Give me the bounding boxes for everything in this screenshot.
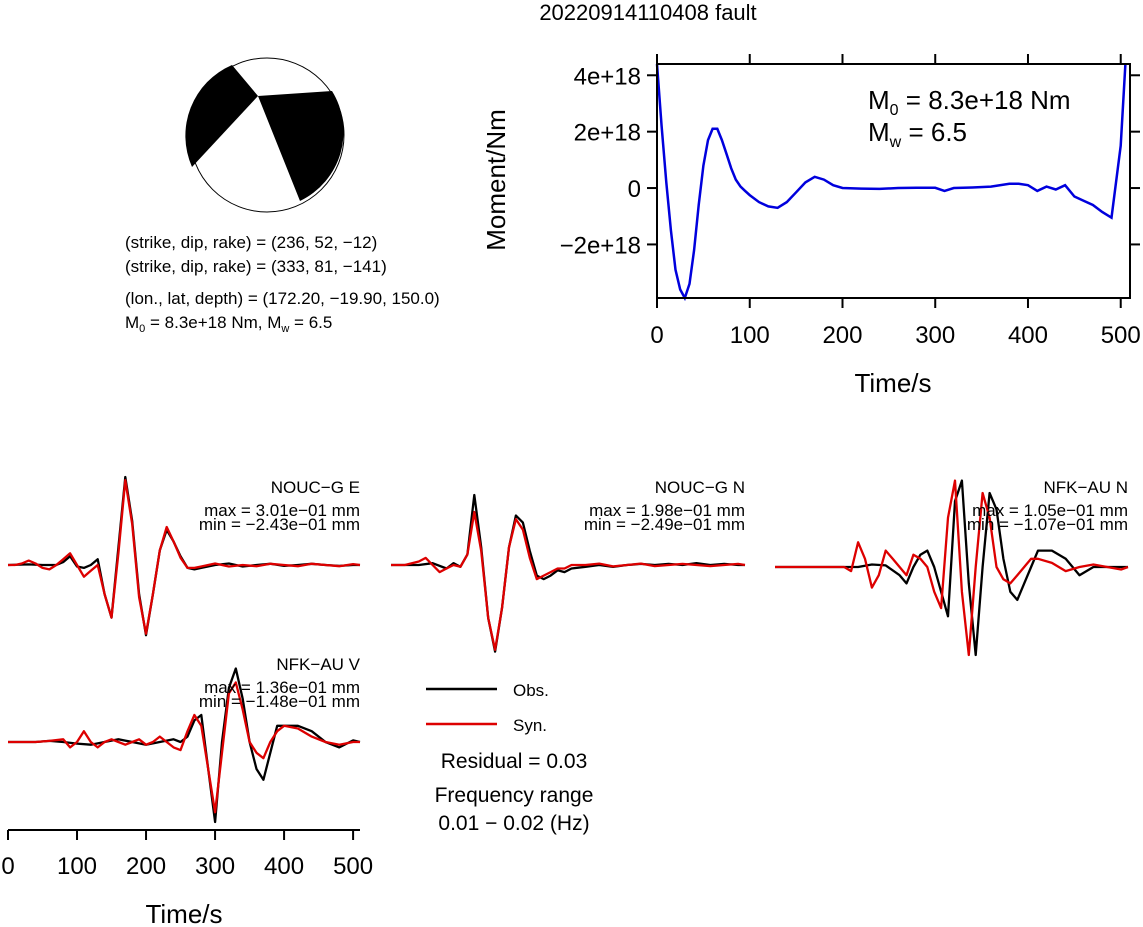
observed-trace (775, 479, 1128, 657)
mechanism-location: (lon., lat, depth) = (172.20, −19.90, 15… (125, 289, 440, 308)
synthetic-trace (775, 479, 1129, 657)
mechanism-moment-line: M0 = 8.3e+18 Nm, Mw = 6.5 (125, 313, 332, 335)
synthetic-trace (8, 681, 360, 814)
time-axis-tick-label: 100 (57, 853, 97, 880)
moment-rate-ytick-label: 0 (628, 176, 641, 203)
m0-value: = 8.3e+18 Nm, M (145, 313, 281, 332)
residual-text: Residual = 0.03 (441, 750, 588, 773)
frequency-range-label: Frequency range (435, 784, 594, 807)
synthetic-trace (391, 510, 746, 651)
stf-mw-subscript: w (889, 134, 902, 151)
max-amplitude-label: max = 1.05e−01 mm (972, 501, 1128, 520)
legend-syn-label: Syn. (513, 716, 547, 735)
stf-m0-subscript: 0 (890, 102, 899, 119)
stf-mw-value: = 6.5 (901, 117, 967, 147)
stf-m0-letter: M (868, 85, 890, 115)
moment-rate-ticks: 0 100 200 300 400 500 −2e+18 0 2e+18 4e+18 (560, 54, 1141, 349)
moment-rate-ytick-label: 2e+18 (574, 120, 641, 147)
time-axis-tick-label: 500 (333, 853, 373, 880)
frequency-range-value: 0.01 − 0.02 (Hz) (438, 812, 589, 835)
min-amplitude-label: min = −1.07e−01 mm (967, 515, 1128, 534)
m0-letter: M (125, 313, 139, 332)
station-label: NOUC−G N (655, 478, 745, 497)
moment-rate-ylabel: Moment/Nm (481, 109, 511, 251)
mechanism-info: (strike, dip, rake) = (236, 52, −12) (st… (125, 233, 440, 335)
mechanism-nodal-plane-2: (strike, dip, rake) = (333, 81, −141) (125, 257, 387, 276)
beachball-compressional-quadrant-left (185, 65, 258, 167)
min-amplitude-label: min = −2.49e−01 mm (584, 515, 745, 534)
moment-rate-xlabel: Time/s (854, 368, 931, 398)
mw-subscript: w (280, 323, 289, 335)
time-axis-tick-label: 300 (195, 853, 235, 880)
stf-m0-value: = 8.3e+18 Nm (899, 85, 1071, 115)
station-label: NFK−AU N (1043, 478, 1128, 497)
synthetic-trace (8, 479, 361, 635)
moment-rate-line (655, 63, 1127, 302)
m0-subscript: 0 (139, 323, 145, 335)
max-amplitude-label: max = 1.36e−01 mm (204, 678, 360, 697)
stf-mw-letter: M (868, 117, 890, 147)
beachball (185, 57, 345, 213)
min-amplitude-label: min = −1.48e−01 mm (199, 692, 360, 711)
mw-value: = 6.5 (289, 313, 332, 332)
max-amplitude-label: max = 3.01e−01 mm (204, 501, 360, 520)
waveform-time-axis: 0 100 200 300 400 500 (1, 829, 373, 880)
waveform-xlabel: Time/s (145, 899, 222, 927)
moment-rate-xtick-label: 100 (730, 322, 770, 349)
station-label: NFK−AU V (276, 655, 360, 674)
legend: Obs. Syn. (426, 681, 549, 735)
moment-rate-plot-frame (656, 63, 1131, 299)
moment-rate-xtick-label: 400 (1008, 322, 1048, 349)
moment-rate-xtick-label: 300 (915, 322, 955, 349)
time-axis-tick-label: 400 (264, 853, 304, 880)
moment-rate-xtick-label: 0 (650, 322, 663, 349)
moment-rate-series (655, 63, 1127, 302)
legend-obs-label: Obs. (513, 681, 549, 700)
time-axis-tick-label: 200 (126, 853, 166, 880)
stf-moment-annotation: M0 = 8.3e+18 Nm (868, 85, 1071, 119)
mechanism-nodal-plane-1: (strike, dip, rake) = (236, 52, −12) (125, 233, 377, 252)
moment-rate-ytick-label: 4e+18 (574, 63, 641, 90)
min-amplitude-label: min = −2.43e−01 mm (199, 515, 360, 534)
station-label: NOUC−G E (271, 478, 360, 497)
beachball-compressional-quadrant-right (258, 91, 344, 201)
stf-magnitude-annotation: Mw = 6.5 (868, 117, 967, 151)
moment-rate-chart: 0 100 200 300 400 500 −2e+18 0 2e+18 4e+18 Moment… (481, 54, 1141, 398)
time-axis-tick-label: 0 (1, 853, 14, 880)
moment-rate-ytick-label: −2e+18 (560, 232, 641, 259)
moment-rate-xtick-label: 200 (822, 322, 862, 349)
max-amplitude-label: max = 1.98e−01 mm (589, 501, 745, 520)
figure-title: 20220914110408 fault (539, 0, 756, 25)
moment-rate-xtick-label: 500 (1101, 322, 1141, 349)
